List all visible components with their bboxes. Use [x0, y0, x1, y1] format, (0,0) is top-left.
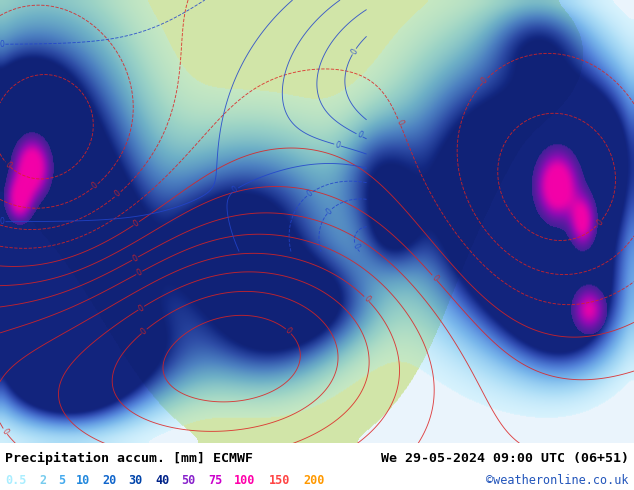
Text: 30: 30: [129, 474, 143, 487]
Text: 0: 0: [139, 326, 149, 336]
Text: 0: 0: [305, 189, 314, 199]
Text: 0: 0: [0, 217, 4, 226]
Text: 0: 0: [349, 47, 359, 56]
Text: 0: 0: [131, 253, 139, 264]
Text: 0: 0: [325, 206, 335, 216]
Text: 0: 0: [356, 130, 364, 141]
Text: 0: 0: [394, 118, 404, 126]
Text: 5: 5: [58, 474, 65, 487]
Text: 0: 0: [91, 181, 100, 191]
Text: Precipitation accum. [mm] ECMWF: Precipitation accum. [mm] ECMWF: [5, 452, 253, 465]
Text: 40: 40: [155, 474, 169, 487]
Text: 0: 0: [595, 218, 605, 227]
Text: 0: 0: [480, 76, 489, 86]
Text: ©weatheronline.co.uk: ©weatheronline.co.uk: [486, 474, 629, 487]
Text: 0: 0: [351, 243, 361, 250]
Text: 100: 100: [234, 474, 256, 487]
Text: 0: 0: [3, 160, 13, 170]
Text: 10: 10: [76, 474, 90, 487]
Text: 0: 0: [0, 427, 10, 436]
Text: 75: 75: [208, 474, 222, 487]
Text: We 29-05-2024 09:00 UTC (06+51): We 29-05-2024 09:00 UTC (06+51): [381, 452, 629, 465]
Text: 0: 0: [283, 326, 294, 336]
Text: 2: 2: [40, 474, 47, 487]
Text: 0: 0: [113, 189, 123, 199]
Text: 20: 20: [102, 474, 117, 487]
Text: 50: 50: [181, 474, 196, 487]
Text: 150: 150: [269, 474, 290, 487]
Text: 0: 0: [137, 303, 146, 313]
Text: 0: 0: [334, 140, 341, 150]
Text: 0: 0: [135, 268, 143, 278]
Text: 0: 0: [231, 185, 240, 195]
Text: 200: 200: [304, 474, 325, 487]
Text: 0: 0: [132, 219, 141, 229]
Text: 0: 0: [430, 273, 439, 283]
Text: 0: 0: [361, 294, 372, 304]
Text: 0.5: 0.5: [5, 474, 27, 487]
Text: 0: 0: [0, 40, 4, 49]
